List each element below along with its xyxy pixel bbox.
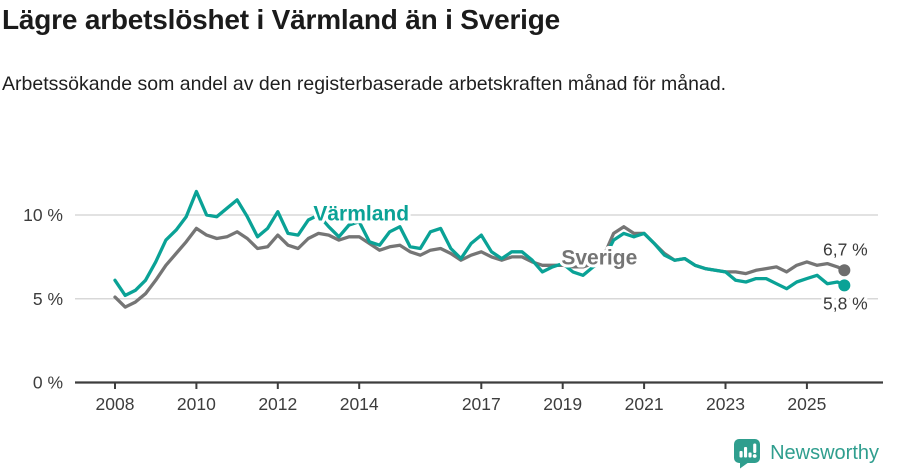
x-tick-label-2017: 2017: [462, 394, 501, 414]
newsworthy-bubble-chart-icon: [734, 439, 761, 469]
y-tick-label-0: 0 %: [33, 373, 63, 393]
värmland-end-value-label: 5,8 %: [823, 293, 868, 313]
sverige-series-label: Sverige: [561, 247, 637, 270]
sverige-end-value-label: 6,7 %: [823, 239, 868, 259]
värmland-line: [113, 189, 846, 298]
chart-title: Lägre arbetslöshet i Värmland än i Sveri…: [2, 4, 561, 35]
x-tick-label-2012: 2012: [258, 394, 297, 414]
sverige-line: [113, 225, 846, 309]
newsworthy-wordmark: Newsworthy: [770, 442, 879, 464]
x-tick-label-2025: 2025: [787, 394, 826, 414]
chart-subtitle: Arbetssökande som andel av den registerb…: [2, 73, 727, 95]
x-tick-label-2023: 2023: [706, 394, 745, 414]
newsworthy-logo: Newsworthy: [733, 438, 879, 469]
värmland-end-dot: [838, 279, 851, 292]
x-tick-label-2021: 2021: [625, 394, 664, 414]
x-tick-label-2010: 2010: [177, 394, 216, 414]
värmland-series-label: Värmland: [313, 202, 409, 225]
x-tick-label-2019: 2019: [543, 394, 582, 414]
y-tick-label-10: 10 %: [23, 205, 63, 225]
sverige-end-dot: [838, 264, 851, 277]
x-tick-label-2008: 2008: [96, 394, 135, 414]
y-tick-label-5: 5 %: [33, 289, 63, 309]
x-tick-label-2014: 2014: [340, 394, 379, 414]
